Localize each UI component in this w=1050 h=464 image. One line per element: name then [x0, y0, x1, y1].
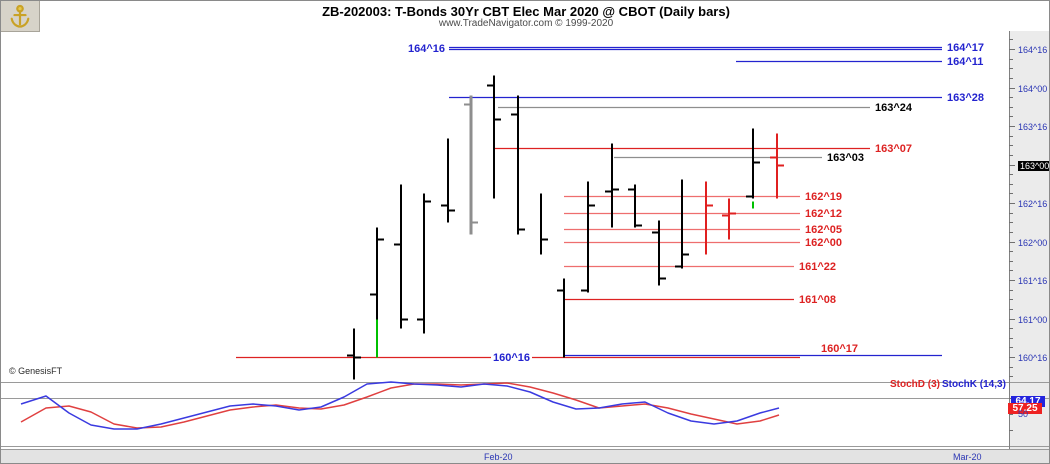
price-axis-strip [1009, 31, 1049, 449]
stochd-line [20, 382, 780, 429]
date-axis-band [1, 449, 1049, 463]
stochk-line [20, 381, 780, 430]
